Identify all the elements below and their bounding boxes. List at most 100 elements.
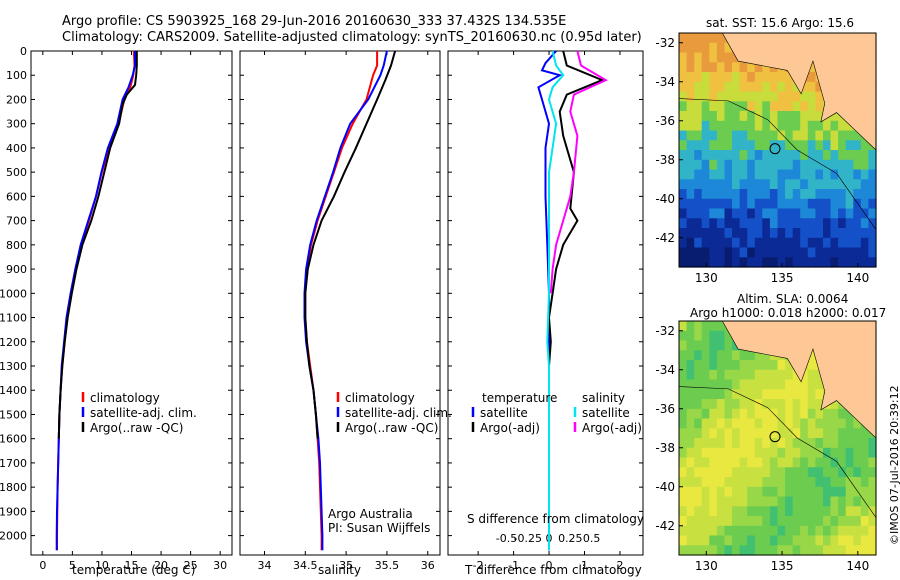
sla-map-cell: [860, 525, 869, 537]
sst-map-cell: [724, 218, 733, 229]
sla-map-cell: [777, 457, 786, 468]
sst-map-cell: [739, 72, 748, 83]
sla-map-cell: [739, 467, 748, 478]
sla-map-cell: [792, 457, 801, 468]
sla-map-cell: [747, 447, 756, 459]
sla-map-cell: [747, 477, 756, 488]
sst-map-cell: [747, 81, 756, 93]
sla-map-cell: [769, 535, 779, 546]
sla-map-cell: [823, 535, 832, 546]
sla-map-cell: [785, 438, 794, 449]
sla-map-cell: [701, 545, 710, 556]
sst-map-cell: [777, 140, 786, 151]
sst-map-cell: [739, 120, 748, 132]
sla-map-cell: [823, 418, 832, 429]
sla-map-cell: [694, 467, 703, 478]
sla-map-cell: [686, 418, 695, 429]
sst-map-cell: [716, 247, 726, 258]
sst-map-cell: [860, 247, 869, 258]
sst-map-cell: [845, 218, 854, 229]
sst-map-cell: [747, 150, 756, 161]
sst-map-cell: [679, 91, 688, 102]
sst-map-cell: [679, 257, 688, 268]
sla-map-cell: [694, 399, 703, 410]
sla-map-cell: [686, 399, 695, 410]
sst-map-cell: [815, 140, 824, 151]
sst-map-cell: [823, 179, 832, 190]
sst-map-cell: [868, 198, 877, 210]
sla-map-cell: [679, 418, 688, 429]
xtick-label-temperature: 15: [125, 559, 139, 572]
figure-title-line-2: Climatology: CARS2009. Satellite-adjuste…: [62, 30, 642, 45]
sst-map-cell: [807, 150, 816, 161]
sla-map-cell: [724, 496, 733, 507]
sla-map-cell: [860, 477, 869, 488]
sla-map-cell: [777, 467, 786, 478]
sla-map-cell: [777, 379, 786, 390]
sla-map-cell: [701, 340, 710, 351]
sla-map-cell: [732, 516, 741, 527]
sst-map-cell: [807, 237, 816, 249]
sla-map-cell: [762, 369, 771, 381]
sla-map-ytick-label: -42: [655, 519, 675, 533]
sst-map-cell: [716, 208, 726, 219]
annotation-pi: PI: Susan Wijffels: [328, 521, 431, 535]
sst-map-ytick-label: -38: [655, 153, 675, 167]
xtick-label-difference: 0: [546, 559, 553, 572]
sst-map-cell: [845, 120, 854, 132]
sla-map-cell: [716, 496, 726, 507]
sla-map-cell: [785, 496, 794, 507]
sla-map-cell: [823, 438, 832, 449]
sst-map-cell: [739, 91, 748, 102]
sst-map-cell: [785, 130, 794, 141]
sst-map-cell: [679, 228, 688, 239]
sst-map-cell: [732, 130, 741, 141]
sla-map-cell: [724, 486, 733, 498]
sst-map-cell: [785, 237, 794, 249]
sla-map-cell: [679, 516, 688, 527]
sla-map-cell: [724, 447, 733, 459]
sst-map-cell: [800, 101, 809, 112]
sst-map-cell: [785, 120, 794, 132]
sla-map-cell: [860, 428, 869, 439]
sla-map-argo-marker: [769, 431, 781, 443]
sst-map-cell: [845, 169, 854, 180]
sla-map-cell: [792, 525, 801, 537]
sst-map-cell: [777, 81, 786, 93]
sla-map-cell: [792, 486, 801, 498]
sla-map-cell: [694, 506, 703, 517]
sla-map-cell: [807, 496, 816, 507]
sst-map-cell: [860, 159, 869, 171]
xtick-label-temperature: 20: [154, 559, 168, 572]
sst-map-cell: [823, 218, 832, 229]
sst-map-cell: [769, 228, 779, 239]
sla-map-cell: [830, 457, 839, 468]
sst-map-cell: [838, 237, 847, 249]
sla-map-cell: [807, 418, 816, 429]
sla-map-ytick-label: -32: [655, 324, 675, 338]
sla-map-cell: [769, 399, 779, 410]
sst-map-cell: [679, 208, 688, 219]
sla-map-cell: [694, 321, 703, 332]
sst-map-cell: [739, 150, 748, 161]
sst-map-cell: [701, 33, 710, 44]
sla-map-cell: [838, 438, 847, 449]
sla-map-cell: [800, 418, 809, 429]
sla-map-cell: [762, 399, 771, 410]
sst-map-cell: [830, 237, 839, 249]
sst-map-cell: [807, 62, 816, 73]
sst-map-cell: [716, 228, 726, 239]
sla-map-cell: [754, 516, 763, 527]
sst-map-cell: [792, 150, 801, 161]
sla-map-cell: [732, 369, 741, 381]
temperature-xlabel: temperature (deg C): [72, 563, 196, 577]
sla-map-cell: [686, 447, 695, 459]
sla-map-cell: [860, 467, 869, 478]
sst-map-cell: [709, 72, 718, 83]
sla-map-cell: [823, 506, 832, 517]
sst-map-cell: [747, 179, 756, 190]
sst-map-cell: [679, 159, 688, 171]
sst-map-cell: [686, 81, 695, 93]
sst-map-cell: [838, 140, 847, 151]
sst-map-cell: [724, 237, 733, 249]
